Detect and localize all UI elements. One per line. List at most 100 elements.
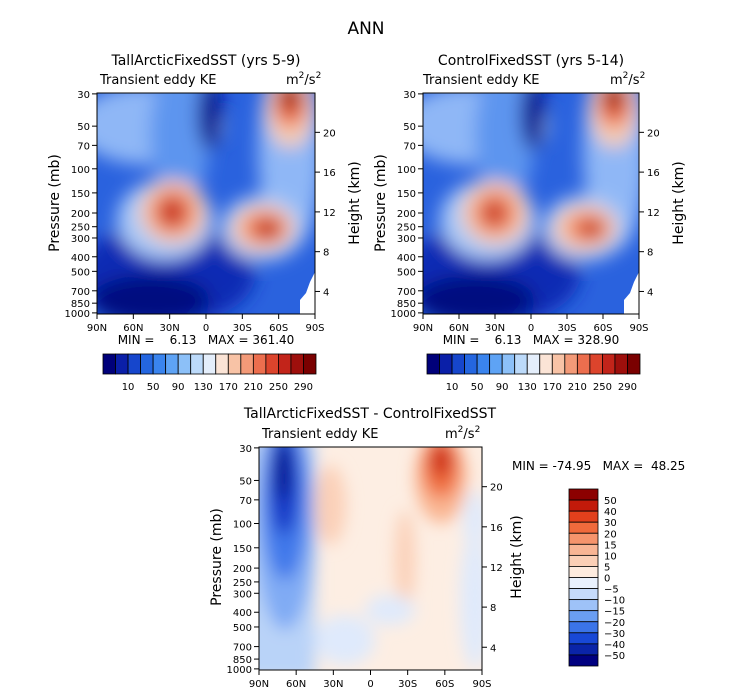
colorbar-label: −5 [604,585,619,596]
panel-a-field-label: Transient eddy KE [99,73,217,88]
pressure-tick-label: 700 [397,287,416,298]
pressure-tick-label: 850 [233,655,252,666]
panel-b-colorbar: 10 50 90 130 170 210 250 290 [426,353,641,393]
height-tick-label: 16 [490,523,503,534]
panel-c-field [259,447,482,670]
pressure-tick-label: 250 [397,223,416,234]
colorbar-label: 10 [122,382,135,393]
colorbar-swatch [576,353,591,375]
colorbar-label: −15 [604,607,625,618]
colorbar-label: 210 [244,382,263,393]
panel-b-minmax: MIN = 6.13 MAX = 328.90 [443,333,620,347]
height-tick-label: 8 [323,248,329,259]
lat-tick-label: 30S [398,679,417,690]
height-tick-label: 8 [647,248,653,259]
height-tick-label: 4 [323,287,329,298]
colorbar-label: 40 [604,507,617,518]
colorbar-swatch [227,353,242,375]
colorbar-label: 290 [294,382,313,393]
colorbar-swatch [127,353,141,375]
pressure-tick-label: 30 [239,444,252,455]
panel-c-minmax: MIN = -74.95 MAX = 48.25 [512,459,685,473]
colorbar-swatch [501,353,516,375]
pressure-tick-label: 150 [71,189,90,200]
colorbar-swatch [464,353,478,375]
colorbar-swatch [568,621,599,634]
colorbar-swatch [568,599,599,612]
colorbar-swatch [568,532,599,545]
panel-a-field [97,93,315,314]
panel-b-field-label: Transient eddy KE [422,73,540,88]
pressure-tick-label: 500 [397,267,416,278]
pressure-tick-label: 400 [71,253,90,264]
pressure-tick-label: 70 [239,496,252,507]
panel-tall-arctic: TallArcticFixedSST (yrs 5-9) Transient e… [47,53,363,393]
pressure-tick-label: 250 [71,223,90,234]
panel-a-minmax: MIN = 6.13 MAX = 361.40 [118,333,295,347]
colorbar-swatch [177,353,192,375]
height-tick-label: 4 [647,287,653,298]
colorbar-label: 0 [604,574,610,585]
lat-tick-label: 90N [413,323,433,334]
colorbar-swatch [215,353,229,375]
colorbar-swatch [102,353,116,375]
colorbar-label: 50 [471,382,484,393]
colorbar-swatch [278,353,292,375]
lat-tick-label: 30N [485,323,505,334]
lat-tick-label: 90S [472,679,491,690]
colorbar-swatch [568,521,599,534]
panel-b-ylabel: Pressure (mb) [373,154,389,252]
colorbar-swatch [568,610,599,623]
panel-c-ylabel-right: Height (km) [509,515,525,598]
colorbar-swatch [568,499,599,512]
colorbar-label: 10 [604,551,617,562]
colorbar-label: 250 [593,382,612,393]
lat-tick-label: 0 [203,323,209,334]
colorbar-swatch [539,353,553,375]
colorbar-swatch [140,353,154,375]
pressure-tick-label: 200 [397,209,416,220]
panel-control: ControlFixedSST (yrs 5-14) Transient edd… [373,53,687,393]
colorbar-label: 290 [618,382,637,393]
lat-tick-label: 0 [528,323,534,334]
lat-tick-label: 60N [286,679,306,690]
panel-b-field [423,93,639,314]
pressure-tick-label: 400 [233,608,252,619]
colorbar-label: 90 [172,382,185,393]
lat-tick-label: 30N [323,679,343,690]
colorbar-swatch [265,353,279,375]
colorbar-label: −40 [604,640,625,651]
height-tick-label: 12 [323,208,336,219]
height-tick-label: 12 [647,208,660,219]
colorbar-label: 30 [604,518,617,529]
lat-tick-label: 60N [449,323,469,334]
pressure-tick-label: 200 [71,209,90,220]
pressure-tick-label: 700 [233,643,252,654]
colorbar-swatch [526,353,541,375]
colorbar-swatch [614,353,628,375]
panel-difference: TallArcticFixedSST - ControlFixedSST Tra… [209,406,685,690]
colorbar-label: 50 [604,496,617,507]
colorbar-swatch [290,353,304,375]
colorbar-label: 5 [604,562,610,573]
colorbar-swatch [627,353,641,375]
colorbar-label: 130 [518,382,537,393]
colorbar-swatch [589,353,603,375]
panel-c-field-label: Transient eddy KE [261,427,379,442]
colorbar-label: 170 [543,382,562,393]
colorbar-label: 130 [194,382,213,393]
colorbar-swatch [489,353,503,375]
colorbar-label: 15 [604,540,617,551]
colorbar-label: 210 [568,382,587,393]
height-tick-label: 16 [647,168,660,179]
pressure-tick-label: 200 [233,564,252,575]
colorbar-label: −20 [604,618,625,629]
colorbar-swatch [568,543,599,556]
colorbar-swatch [476,353,491,375]
colorbar-swatch [564,353,578,375]
colorbar-swatch [568,654,599,667]
figure-title: ANN [347,19,384,39]
